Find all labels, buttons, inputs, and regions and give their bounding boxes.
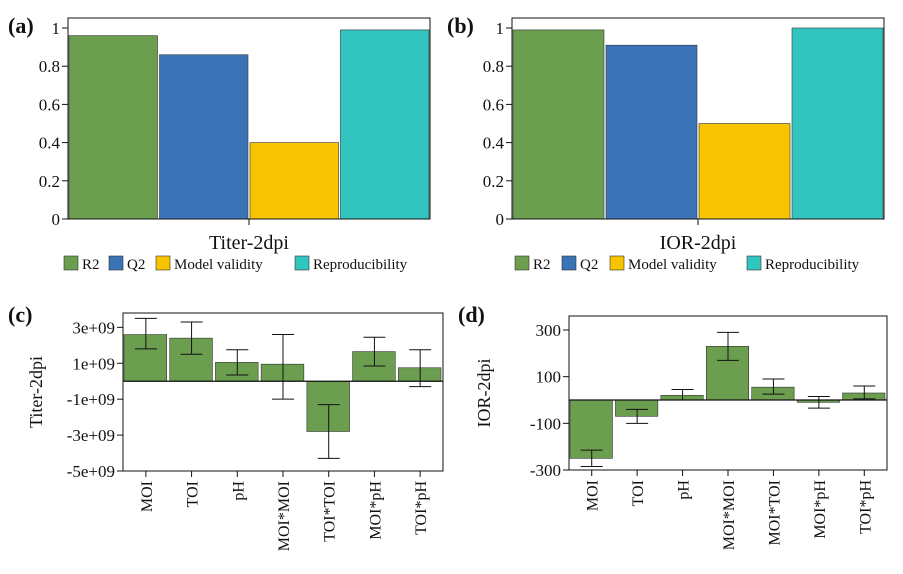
error-bar	[134, 317, 157, 350]
error-bar	[717, 331, 739, 361]
legend: R2 Q2 Model validity Reproducibility	[514, 255, 860, 273]
y-tick-label: 1	[52, 19, 61, 38]
error-bar	[180, 321, 203, 355]
x-axis-label: Titer-2dpi	[209, 232, 289, 254]
y-tick-label: 3e+09	[72, 318, 115, 337]
legend-swatch-r2	[514, 255, 530, 271]
legend-label: Q2	[127, 257, 145, 273]
error-bar	[409, 349, 432, 388]
legend: R2 Q2 Model validity Reproducibility	[63, 255, 408, 273]
x-category-label: TOI	[185, 481, 202, 507]
legend-swatch-reproducibility	[294, 255, 310, 271]
bar-toi	[169, 337, 213, 382]
legend-swatch-q2	[108, 255, 124, 271]
error-bar	[762, 378, 785, 395]
y-tick-label: -1e+09	[67, 390, 115, 409]
error-bar	[853, 385, 876, 400]
error-bar	[272, 334, 294, 400]
bar-q2	[605, 44, 698, 220]
y-tick-label: -300	[530, 461, 561, 480]
x-category-label: MOI*MOI	[721, 480, 738, 550]
bar-ph	[215, 362, 259, 382]
y-tick-label: 0.4	[483, 134, 505, 153]
y-tick-label: 0	[496, 210, 505, 229]
chart-panel-d: (d) -300 -100 100 300 MOI TOI pH MOI*MOI MOI*TOI M…	[458, 302, 888, 550]
x-category-label: MOI*pH	[367, 481, 384, 540]
legend-label: R2	[533, 257, 551, 273]
bar-reproducibility	[340, 29, 430, 220]
error-bar	[580, 449, 603, 467]
legend-swatch-model-validity	[155, 255, 171, 271]
legend-swatch-r2	[63, 255, 79, 271]
legend-swatch-reproducibility	[746, 255, 762, 271]
legend-label: Q2	[580, 257, 598, 273]
x-category-label: MOI*pH	[812, 480, 829, 539]
x-category-label: TOI	[630, 480, 647, 506]
error-bar	[317, 404, 340, 459]
y-tick-label: 300	[536, 321, 562, 340]
x-category-label: pH	[230, 481, 247, 501]
bar-reproducibility	[791, 27, 884, 220]
y-tick-label: 0.2	[483, 172, 504, 191]
bar-model-validity	[249, 142, 339, 220]
bar-moi	[569, 399, 613, 459]
panel-label: (d)	[458, 302, 485, 327]
legend-label: Reproducibility	[313, 257, 408, 273]
legend-swatch-q2	[561, 255, 577, 271]
y-tick-label: 100	[536, 368, 562, 387]
legend-label: R2	[82, 257, 100, 273]
legend-label: Reproducibility	[765, 257, 860, 273]
error-bar	[363, 336, 386, 367]
chart-panel-b: (b) 0 0.2 0.4 0.6 0.8 1 IOR-2dpi R2 Q2 Model valid…	[447, 13, 885, 273]
x-category-label: MOI	[139, 481, 156, 512]
x-axis-label: IOR-2dpi	[660, 232, 737, 254]
x-category-label: pH	[676, 480, 693, 500]
error-bar	[226, 349, 249, 376]
legend-label: Model validity	[628, 257, 717, 273]
y-tick-label: 0.8	[39, 57, 60, 76]
legend-swatch-model-validity	[609, 255, 625, 271]
x-category-label: TOI*TOI	[322, 481, 339, 542]
y-tick-label: 0.4	[39, 134, 61, 153]
bar-model-validity	[698, 123, 791, 220]
y-tick-label: 0.2	[39, 172, 60, 191]
chart-panel-c: (c) -5e+09 -3e+09 -1e+09 1e+09 3e+09 MOI TOI pH M…	[8, 302, 444, 551]
panel-label: (b)	[447, 13, 474, 38]
error-bar	[807, 396, 830, 409]
legend-label: Model validity	[174, 257, 263, 273]
y-axis-label: IOR-2dpi	[474, 359, 494, 428]
bar-r2	[512, 29, 605, 220]
chart-panel-a: (a) 0 0.2 0.4 0.6 0.8 1 Titer-2dpi R2 Q2 Model val…	[8, 13, 431, 273]
panel-label: (a)	[8, 13, 34, 38]
y-tick-label: 0.6	[483, 95, 504, 114]
y-tick-label: 0.6	[39, 95, 60, 114]
bar-q2	[159, 54, 249, 220]
x-category-label: MOI	[585, 480, 602, 511]
y-tick-label: 0.8	[483, 57, 504, 76]
x-category-label: MOI*TOI	[766, 480, 783, 545]
error-bar	[626, 408, 649, 424]
x-category-label: TOI*pH	[413, 481, 430, 535]
y-tick-label: 1e+09	[72, 354, 115, 373]
y-tick-label: 0	[52, 210, 61, 229]
bar-r2	[68, 35, 158, 220]
y-axis-label: Titer-2dpi	[26, 356, 46, 428]
panel-label: (c)	[8, 302, 32, 327]
y-tick-label: -100	[530, 414, 561, 433]
x-category-label: MOI*MOI	[276, 481, 293, 551]
y-tick-label: -3e+09	[67, 426, 115, 445]
y-tick-label: 1	[496, 19, 505, 38]
x-category-label: TOI*pH	[857, 480, 874, 534]
y-tick-label: -5e+09	[67, 462, 115, 481]
